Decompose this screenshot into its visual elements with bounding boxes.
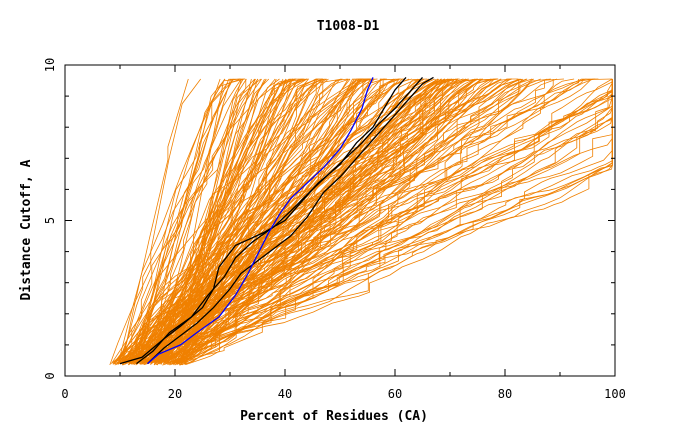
model-curve bbox=[125, 78, 360, 363]
model-curve bbox=[127, 137, 613, 366]
model-curve bbox=[174, 78, 494, 366]
model-curve bbox=[117, 78, 375, 363]
model-curve bbox=[124, 78, 594, 364]
model-curve bbox=[185, 79, 613, 365]
model-curve bbox=[128, 78, 460, 364]
x-axis-label: Percent of Residues (CA) bbox=[240, 409, 428, 424]
model-curve bbox=[121, 78, 189, 364]
y-tick-label: 10 bbox=[43, 58, 57, 72]
model-curve bbox=[139, 78, 425, 364]
model-curve bbox=[179, 114, 613, 366]
model-curve bbox=[118, 79, 233, 363]
model-curve bbox=[185, 78, 541, 363]
x-tick-label: 40 bbox=[278, 387, 292, 401]
model-curve bbox=[112, 78, 513, 363]
model-curve bbox=[117, 78, 202, 364]
model-curve bbox=[160, 89, 613, 363]
model-curve bbox=[110, 79, 523, 364]
model-curve bbox=[175, 78, 613, 364]
model-curve bbox=[147, 78, 309, 363]
model-curve bbox=[169, 79, 613, 366]
x-tick-label: 100 bbox=[604, 387, 626, 401]
model-curve bbox=[125, 78, 262, 363]
model-curve bbox=[148, 119, 613, 363]
model-curve bbox=[161, 78, 396, 364]
model-curve bbox=[175, 78, 360, 365]
model-curve bbox=[143, 79, 247, 366]
model-curve bbox=[119, 78, 267, 363]
x-tick-label: 80 bbox=[498, 387, 512, 401]
model-curve bbox=[126, 78, 382, 364]
y-axis-label: Distance Cutoff, A bbox=[19, 159, 34, 300]
model-curve bbox=[156, 84, 613, 364]
model-curve bbox=[137, 78, 318, 362]
model-curve bbox=[114, 78, 599, 366]
model-curve bbox=[171, 147, 613, 362]
highlight-curve-black bbox=[147, 76, 434, 365]
model-curve bbox=[150, 78, 226, 365]
model-curve bbox=[181, 78, 265, 362]
model-curve bbox=[117, 78, 245, 365]
model-curve bbox=[120, 78, 400, 363]
model-curve bbox=[150, 78, 419, 364]
model-curve bbox=[185, 79, 613, 365]
model-curve bbox=[151, 78, 299, 363]
model-curve bbox=[179, 78, 324, 366]
model-curve bbox=[159, 78, 475, 364]
chart-title: T1008-D1 bbox=[317, 19, 380, 34]
model-curve bbox=[178, 79, 324, 363]
model-curve bbox=[136, 78, 495, 365]
model-curves bbox=[109, 78, 613, 366]
x-tick-label: 60 bbox=[388, 387, 402, 401]
model-curve bbox=[130, 79, 613, 364]
highlight-curve-blue bbox=[147, 77, 374, 365]
highlight-curve-black bbox=[136, 76, 423, 365]
model-curve bbox=[171, 78, 280, 363]
model-curve bbox=[111, 78, 259, 363]
model-curve bbox=[131, 78, 324, 365]
model-curve bbox=[148, 79, 613, 363]
model-curve bbox=[129, 78, 370, 362]
model-curve bbox=[139, 81, 613, 364]
model-curve bbox=[122, 78, 308, 364]
model-curve bbox=[181, 78, 587, 363]
model-curve bbox=[175, 78, 502, 363]
model-curve bbox=[185, 78, 459, 362]
highlighted-curves bbox=[119, 76, 434, 365]
model-curve bbox=[124, 78, 522, 365]
axis-ticks: 0 20 40 60 80 100 0 5 10 bbox=[43, 58, 626, 401]
model-curve bbox=[122, 79, 613, 364]
model-curve bbox=[149, 130, 613, 363]
model-curve bbox=[155, 78, 449, 363]
y-tick-label: 5 bbox=[43, 217, 57, 224]
model-curve bbox=[143, 78, 499, 364]
model-curve bbox=[152, 78, 420, 364]
y-tick-label: 0 bbox=[43, 372, 57, 379]
model-curve bbox=[135, 78, 375, 366]
x-tick-label: 20 bbox=[168, 387, 182, 401]
model-curve bbox=[162, 79, 613, 366]
model-curve bbox=[150, 78, 371, 365]
model-curve bbox=[130, 78, 242, 363]
model-curve bbox=[129, 78, 221, 362]
model-curve bbox=[159, 78, 524, 364]
model-curve bbox=[121, 78, 413, 363]
model-curve bbox=[166, 78, 478, 363]
model-curve bbox=[133, 78, 303, 364]
x-tick-label: 0 bbox=[61, 387, 68, 401]
model-curve bbox=[166, 78, 449, 364]
